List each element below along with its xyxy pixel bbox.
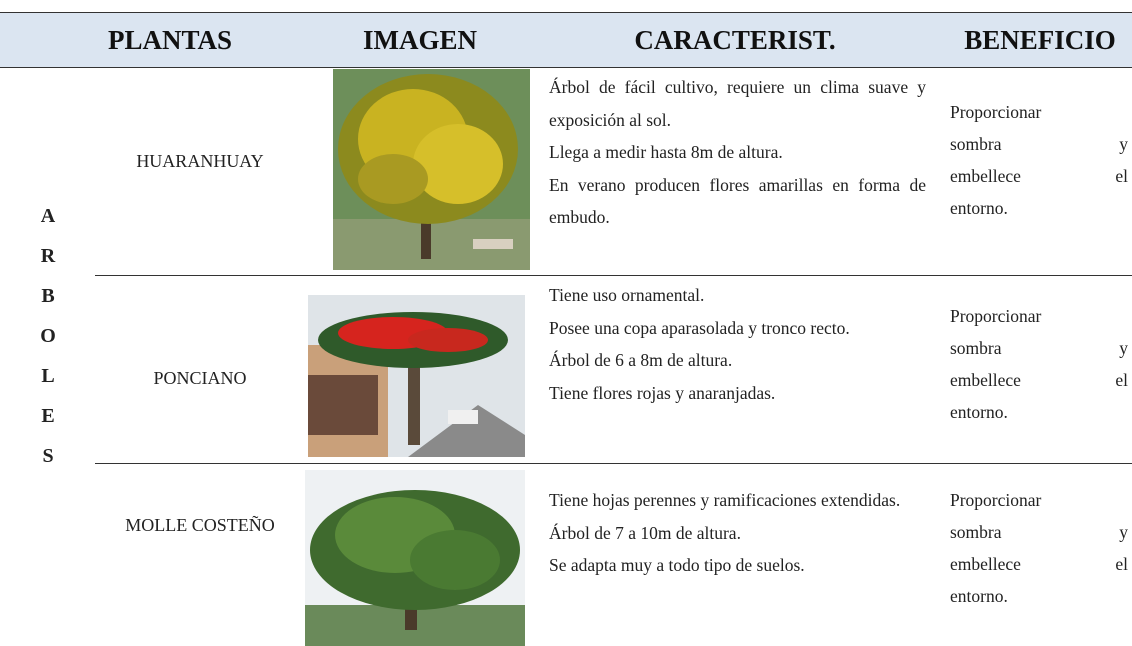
benefit: Proporcionar sombra y embellece el entorno. bbox=[950, 96, 1128, 224]
benefit-word: el bbox=[1115, 554, 1128, 574]
benefit-word: embellece bbox=[950, 370, 1021, 390]
benefit-line: entorno. bbox=[950, 192, 1128, 224]
plant-image bbox=[305, 470, 525, 646]
benefit-line: entorno. bbox=[950, 580, 1128, 612]
benefit-word: embellece bbox=[950, 554, 1021, 574]
benefit-word: entorno. bbox=[950, 402, 1008, 422]
header-cell: BENEFICIO bbox=[964, 25, 1116, 55]
feature-line: Tiene flores rojas y anaranjadas. bbox=[549, 382, 776, 403]
benefit-word: y bbox=[1119, 134, 1128, 154]
header-cell: IMAGEN bbox=[363, 25, 477, 55]
features: Tiene hojas perennes y ramificaciones ex… bbox=[549, 484, 926, 582]
benefit-line: embellece el bbox=[950, 364, 1128, 396]
benefit-line: embellece el bbox=[950, 160, 1128, 192]
feature-line: Árbol de 7 a 10m de altura. bbox=[549, 522, 741, 543]
benefit-line: embellece el bbox=[950, 548, 1128, 580]
feature-line: Tiene hojas perennes y ramificaciones ex… bbox=[549, 490, 901, 510]
benefit-line: entorno. bbox=[950, 396, 1128, 428]
row-separator bbox=[95, 463, 1132, 464]
benefit-word: el bbox=[1115, 370, 1128, 390]
benefit-word: entorno. bbox=[950, 198, 1008, 218]
plant-name: MOLLE COSTEÑO bbox=[125, 515, 275, 535]
benefit-word: Proporcionar bbox=[950, 102, 1042, 122]
feature-line: Árbol de 6 a 8m de altura. bbox=[549, 350, 733, 370]
benefit: Proporcionar sombra y embellece el entorno. bbox=[950, 300, 1128, 428]
feature-line: Llega a medir hasta 8m de altura. bbox=[549, 142, 783, 162]
plant-image bbox=[308, 295, 525, 457]
features: Tiene uso ornamental. Posee una copa apar… bbox=[549, 279, 926, 409]
benefit-word: el bbox=[1115, 166, 1128, 186]
feature-line: Árbol de fácil cultivo, requiere un clim… bbox=[549, 77, 926, 130]
features: Árbol de fácil cultivo, requiere un clim… bbox=[549, 71, 926, 234]
benefit-line: Proporcionar bbox=[950, 96, 1128, 128]
benefit-line: sombra y bbox=[950, 332, 1128, 364]
benefit-word: y bbox=[1119, 338, 1128, 358]
feature-line: Posee una copa aparasolada y tronco rect… bbox=[549, 317, 850, 338]
benefit-word: Proporcionar bbox=[950, 490, 1042, 510]
benefit-word: sombra bbox=[950, 134, 1002, 154]
benefit-word: sombra bbox=[950, 522, 1002, 542]
benefit-line: Proporcionar bbox=[950, 484, 1128, 516]
header-band bbox=[0, 12, 1132, 68]
plant-name: HUARANHUAY bbox=[136, 151, 264, 171]
feature-line: Se adapta muy a todo tipo de suelos. bbox=[549, 555, 805, 575]
benefit-line: sombra y bbox=[950, 128, 1128, 160]
plant-name: PONCIANO bbox=[153, 368, 247, 388]
benefit-word: embellece bbox=[950, 166, 1021, 186]
group-label: ARBOLES bbox=[40, 205, 56, 467]
benefit-line: Proporcionar bbox=[950, 300, 1128, 332]
feature-line: Tiene uso ornamental. bbox=[549, 285, 705, 305]
benefit-word: y bbox=[1119, 522, 1128, 542]
benefit-line: sombra y bbox=[950, 516, 1128, 548]
feature-line: En verano producen flores amarillas en f… bbox=[549, 174, 926, 228]
benefit-word: entorno. bbox=[950, 586, 1008, 606]
benefit-word: sombra bbox=[950, 338, 1002, 358]
benefit: Proporcionar sombra y embellece el entorno. bbox=[950, 484, 1128, 612]
benefit-word: Proporcionar bbox=[950, 306, 1042, 326]
row-separator bbox=[95, 275, 1132, 276]
plant-image bbox=[333, 69, 530, 270]
header-cell: PLANTAS bbox=[107, 25, 233, 55]
header-cell: CARACTERIST. bbox=[634, 25, 836, 55]
